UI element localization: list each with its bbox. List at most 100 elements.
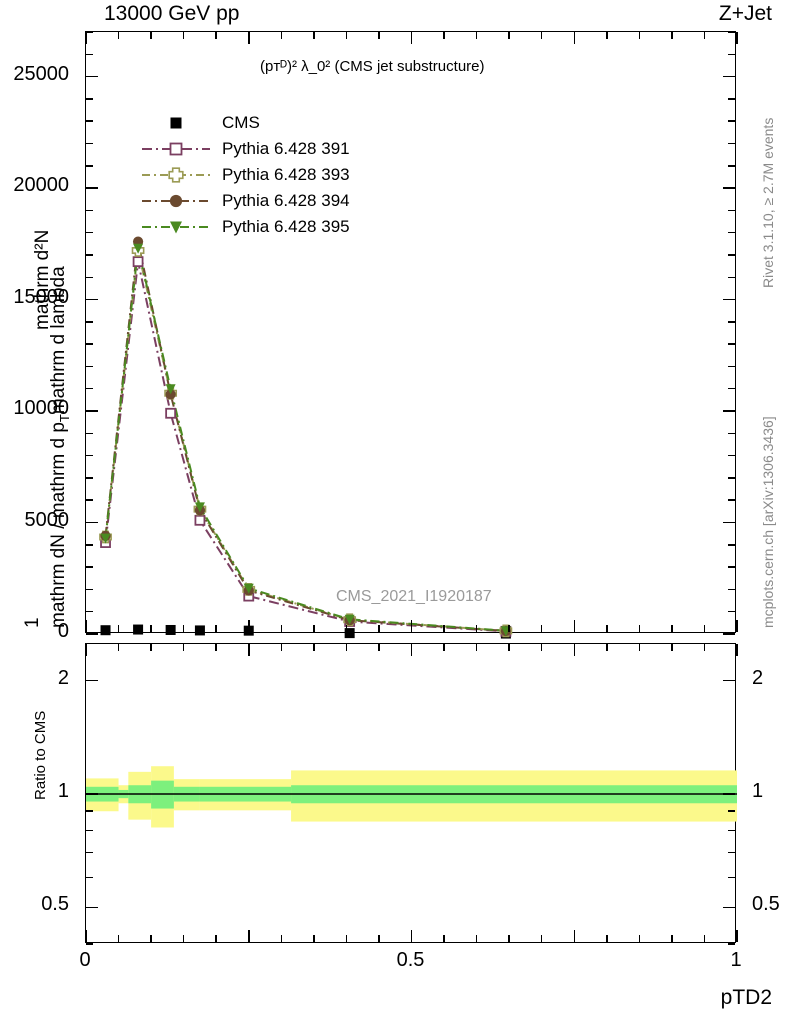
ratio-x-tick-major-top xyxy=(736,644,738,656)
x-tick-minor-top xyxy=(182,32,185,39)
y-tick-major-right xyxy=(723,410,735,412)
y-tick-minor-right xyxy=(728,343,735,345)
x-tick-minor xyxy=(182,625,185,632)
y-tick-minor-right xyxy=(728,209,735,212)
ratio-y-tick-minor-right xyxy=(728,810,735,812)
ratio-x-tick-major xyxy=(573,930,575,942)
legend-label: Pythia 6.428 394 xyxy=(222,191,350,210)
x-tick-minor-top xyxy=(606,32,608,39)
y-tick-minor xyxy=(86,566,93,568)
y-tick-major xyxy=(86,75,98,78)
x-tick-minor xyxy=(540,625,543,632)
ratio-x-tick-major xyxy=(736,930,738,942)
x-tick-minor xyxy=(703,625,706,632)
y-tick-minor-right xyxy=(728,142,735,145)
ratio-y-tick-major-right xyxy=(723,906,735,909)
ratio-x-tick-minor-top xyxy=(475,644,478,651)
process-label: Z+Jet xyxy=(718,2,772,25)
ratio-x-tick-minor xyxy=(443,935,445,942)
y-tick-major xyxy=(86,410,98,412)
y-tick-minor xyxy=(86,142,93,145)
ratio-x-tick-minor-top xyxy=(443,644,445,651)
legend-item[interactable]: CMS xyxy=(140,110,350,136)
legend-item[interactable]: Pythia 6.428 391 xyxy=(140,136,350,162)
y-tick-minor xyxy=(86,343,93,345)
y-tick-minor xyxy=(86,387,93,390)
y-tick-label: 25000 xyxy=(13,62,69,85)
y-tick-major xyxy=(86,521,98,524)
y-tick-minor xyxy=(86,365,93,368)
y-tick-label: 0 xyxy=(57,620,69,642)
x-tick-label: 0.5 xyxy=(396,949,425,971)
ratio-x-tick-minor-top xyxy=(313,644,315,651)
legend-marker-triangle-down-icon xyxy=(140,216,212,238)
x-tick-minor-top xyxy=(345,32,348,39)
ratio-y-tick-minor xyxy=(86,943,93,945)
y-tick-minor-right xyxy=(728,566,735,568)
y-tick-minor-right xyxy=(728,544,735,546)
x-tick-minor xyxy=(475,625,478,632)
y-tick-major-right xyxy=(723,521,735,524)
ratio-y-tick-major-right xyxy=(723,793,735,795)
y-tick-major xyxy=(86,298,98,301)
x-tick-minor-top xyxy=(475,32,478,39)
ratio-x-tick-minor xyxy=(703,935,706,942)
ratio-x-tick-minor-top xyxy=(606,644,608,651)
ratio-x-tick-minor-top xyxy=(215,644,217,651)
x-tick-minor xyxy=(606,625,608,632)
y-tick-minor-right xyxy=(728,120,735,122)
ratio-x-tick-minor xyxy=(508,935,510,942)
y-tick-minor xyxy=(86,544,93,546)
y-tick-minor xyxy=(86,31,93,33)
y-tick-minor xyxy=(86,588,93,591)
y-tick-major xyxy=(86,633,98,635)
legend-item[interactable]: Pythia 6.428 393 xyxy=(140,162,350,188)
x-tick-minor xyxy=(280,625,283,632)
x-tick-minor xyxy=(443,625,445,632)
y-tick-minor-right xyxy=(728,499,735,501)
y-tick-major-right xyxy=(723,75,735,78)
ratio-x-tick-minor-top xyxy=(638,644,641,651)
legend-item[interactable]: Pythia 6.428 395 xyxy=(140,214,350,240)
y-tick-major-right xyxy=(723,633,735,635)
ratio-x-tick-minor-top xyxy=(508,644,510,651)
x-tick-minor-top xyxy=(280,32,283,39)
ratio-y-tick-label: 0.5 xyxy=(41,893,69,916)
x-tick-major xyxy=(736,620,738,632)
ratio-x-tick-minor xyxy=(150,935,152,942)
y-tick-minor xyxy=(86,254,93,256)
legend-marker-circle-filled-icon xyxy=(140,190,212,212)
x-tick-minor-top xyxy=(443,32,445,39)
ratio-y-tick-label: 2 xyxy=(57,666,69,689)
ratio-y-tick-label-right: 1 xyxy=(752,780,764,802)
ratio-x-tick-major-top xyxy=(410,644,413,656)
y-tick-major-right xyxy=(723,187,735,189)
x-tick-minor xyxy=(508,625,510,632)
y-tick-label: 15000 xyxy=(13,285,69,308)
y-tick-minor xyxy=(86,276,93,278)
ratio-x-tick-major-top xyxy=(85,644,87,656)
y-tick-minor-right xyxy=(728,276,735,278)
ratio-x-tick-minor xyxy=(117,935,120,942)
ratio-x-tick-minor xyxy=(182,935,185,942)
legend-label: Pythia 6.428 395 xyxy=(222,217,350,236)
x-axis-title: pTD2 xyxy=(720,986,772,1009)
ratio-x-tick-minor xyxy=(671,935,673,942)
x-tick-minor-top xyxy=(150,32,152,39)
legend-marker-square-open-icon xyxy=(140,138,212,160)
ratio-x-tick-minor xyxy=(280,935,283,942)
ratio-y-tick-label-right: 2 xyxy=(752,666,764,689)
y-tick-label: 20000 xyxy=(13,174,69,197)
y-tick-label: 10000 xyxy=(13,397,69,420)
y-tick-minor xyxy=(86,454,93,457)
y-tick-minor-right xyxy=(728,31,735,33)
series-markers xyxy=(99,244,513,638)
ratio-x-tick-minor-top xyxy=(540,644,543,651)
x-tick-major-top xyxy=(736,32,738,44)
legend-label: CMS xyxy=(222,113,260,132)
x-tick-minor-top xyxy=(638,32,641,39)
legend-item[interactable]: Pythia 6.428 394 xyxy=(140,188,350,214)
ratio-y-tick-minor xyxy=(86,851,93,854)
x-tick-minor-top xyxy=(378,32,380,39)
x-tick-minor-top xyxy=(703,32,706,39)
